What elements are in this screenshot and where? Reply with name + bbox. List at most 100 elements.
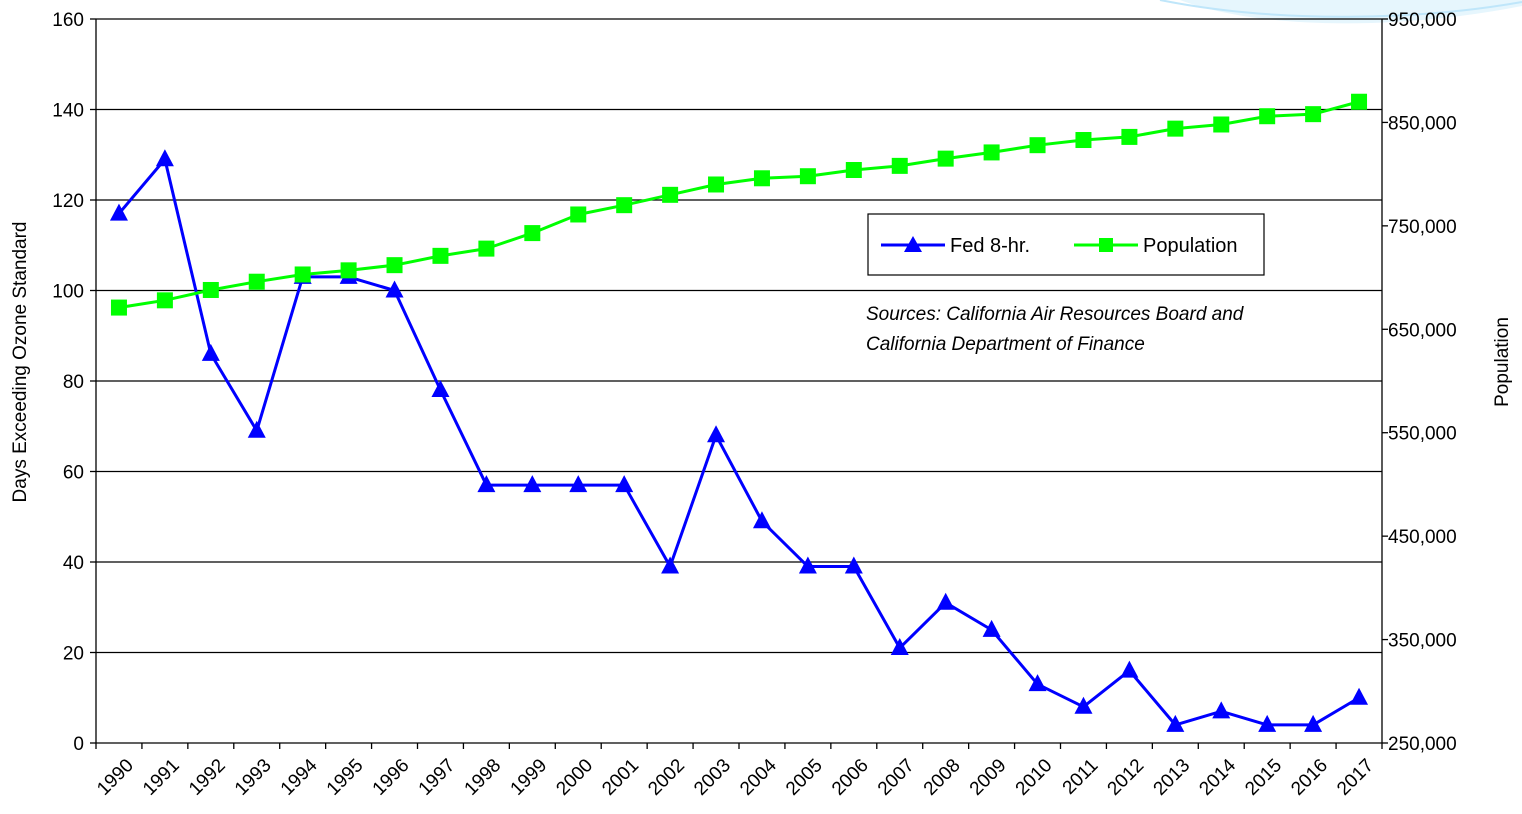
data-point-population: [202, 281, 219, 298]
data-point-fed-8-hr: [1350, 687, 1369, 705]
x-tick-label: 1992: [185, 755, 230, 800]
data-point-fed-8-hr: [1074, 696, 1093, 714]
corner-swoosh-decoration: [1159, 0, 1522, 24]
x-tick-label: 1997: [415, 755, 460, 800]
x-tick-label: 2014: [1195, 755, 1240, 800]
x-tick-label: 2000: [552, 755, 597, 800]
y-left-tick-label: 120: [52, 191, 84, 212]
y-left-tick-label: 100: [52, 282, 84, 303]
data-point-population: [340, 262, 357, 279]
y-left-tick-label: 140: [52, 101, 84, 122]
data-point-fed-8-hr: [569, 475, 588, 493]
y-right-tick-label: 950,000: [1388, 10, 1457, 31]
data-point-population: [708, 176, 725, 193]
x-tick-label: 2009: [966, 755, 1011, 800]
x-tick-label: 2012: [1104, 755, 1149, 800]
x-tick-label: 1993: [231, 755, 276, 800]
legend-population-label: Population: [1143, 235, 1238, 257]
data-point-population: [524, 225, 541, 242]
y-left-tick-label: 60: [63, 463, 84, 484]
y-right-tick-label: 250,000: [1388, 734, 1457, 755]
y-right-tick-label: 750,000: [1388, 217, 1457, 238]
data-point-fed-8-hr: [982, 619, 1001, 637]
y-right-tick-label: 450,000: [1388, 527, 1457, 548]
x-tick-label: 1998: [461, 755, 506, 800]
data-point-fed-8-hr: [1166, 714, 1185, 732]
data-point-population: [294, 266, 311, 283]
x-tick-label: 2004: [736, 755, 781, 800]
data-point-population: [1167, 120, 1184, 137]
data-point-fed-8-hr: [844, 556, 863, 574]
data-point-population: [156, 292, 173, 309]
source-annotation-line-1: Sources: California Air Resources Board …: [866, 304, 1245, 325]
x-tick-label: 1995: [323, 755, 368, 800]
data-point-fed-8-hr: [247, 420, 266, 438]
data-point-population: [983, 144, 1000, 161]
y-axis-left-ticks: 0 20 40 60 80 100 120 140 160: [52, 10, 96, 755]
x-tick-label: 2015: [1241, 755, 1286, 800]
data-point-fed-8-hr: [707, 425, 726, 443]
y-right-tick-label: 350,000: [1388, 631, 1457, 652]
x-tick-label: 2002: [644, 755, 689, 800]
legend-population-marker: [1099, 238, 1113, 252]
source-annotation: Sources: California Air Resources Board …: [866, 304, 1245, 355]
data-point-population: [753, 170, 770, 187]
source-annotation-line-2: California Department of Finance: [866, 334, 1145, 355]
x-tick-label: 2016: [1287, 755, 1332, 800]
x-tick-label: 1996: [369, 755, 414, 800]
gridlines: [96, 108, 1382, 654]
y-left-tick-label: 80: [63, 372, 84, 393]
series-layer: [109, 93, 1369, 732]
data-point-fed-8-hr: [109, 203, 128, 221]
data-point-fed-8-hr: [385, 280, 404, 298]
data-point-fed-8-hr: [1120, 660, 1139, 678]
data-point-population: [1029, 137, 1046, 154]
x-axis-ticks: 1990 1991 1992 1993 1994 1995 1996 1997 1998 1999…: [93, 743, 1383, 800]
y-left-tick-label: 0: [73, 734, 84, 755]
y-left-tick-label: 160: [52, 10, 84, 31]
data-point-fed-8-hr: [431, 380, 450, 398]
data-point-fed-8-hr: [798, 556, 817, 574]
data-point-population: [1351, 93, 1368, 110]
data-point-population: [432, 247, 449, 264]
data-point-population: [248, 273, 265, 290]
legend-fed-8hr-label: Fed 8-hr.: [950, 235, 1030, 257]
data-point-fed-8-hr: [1028, 674, 1047, 692]
x-tick-label: 1991: [139, 755, 184, 800]
data-point-population: [937, 150, 954, 167]
x-tick-label: 2008: [920, 755, 965, 800]
data-point-population: [386, 257, 403, 274]
data-point-population: [1305, 106, 1322, 123]
data-point-population: [1075, 132, 1092, 149]
data-point-population: [478, 240, 495, 257]
data-point-fed-8-hr: [890, 637, 909, 655]
x-tick-label: 1994: [277, 755, 322, 800]
x-tick-label: 2017: [1333, 755, 1378, 800]
legend: Fed 8-hr. Population: [867, 213, 1265, 276]
data-point-population: [1121, 128, 1138, 145]
data-point-population: [616, 197, 633, 214]
x-tick-label: 2013: [1150, 755, 1195, 800]
data-point-fed-8-hr: [1212, 701, 1231, 719]
x-tick-label: 2010: [1012, 755, 1057, 800]
data-point-population: [570, 206, 587, 223]
y-right-tick-label: 850,000: [1388, 113, 1457, 134]
y-right-tick-label: 650,000: [1388, 320, 1457, 341]
data-point-population: [845, 162, 862, 179]
y-right-tick-label: 550,000: [1388, 424, 1457, 445]
data-point-fed-8-hr: [615, 475, 634, 493]
data-point-fed-8-hr: [661, 556, 680, 574]
x-tick-label: 1990: [93, 755, 138, 800]
y-axis-right-title: Population: [1492, 317, 1513, 407]
data-point-population: [891, 157, 908, 174]
data-point-population: [110, 299, 127, 316]
y-left-tick-label: 40: [63, 553, 84, 574]
data-point-fed-8-hr: [155, 149, 174, 167]
x-tick-label: 2003: [690, 755, 735, 800]
series-line-fed-8-hr: [117, 157, 1360, 727]
x-tick-label: 2005: [782, 755, 827, 800]
x-tick-label: 2011: [1059, 755, 1103, 799]
x-tick-label: 2001: [598, 755, 643, 800]
data-point-fed-8-hr: [477, 475, 496, 493]
